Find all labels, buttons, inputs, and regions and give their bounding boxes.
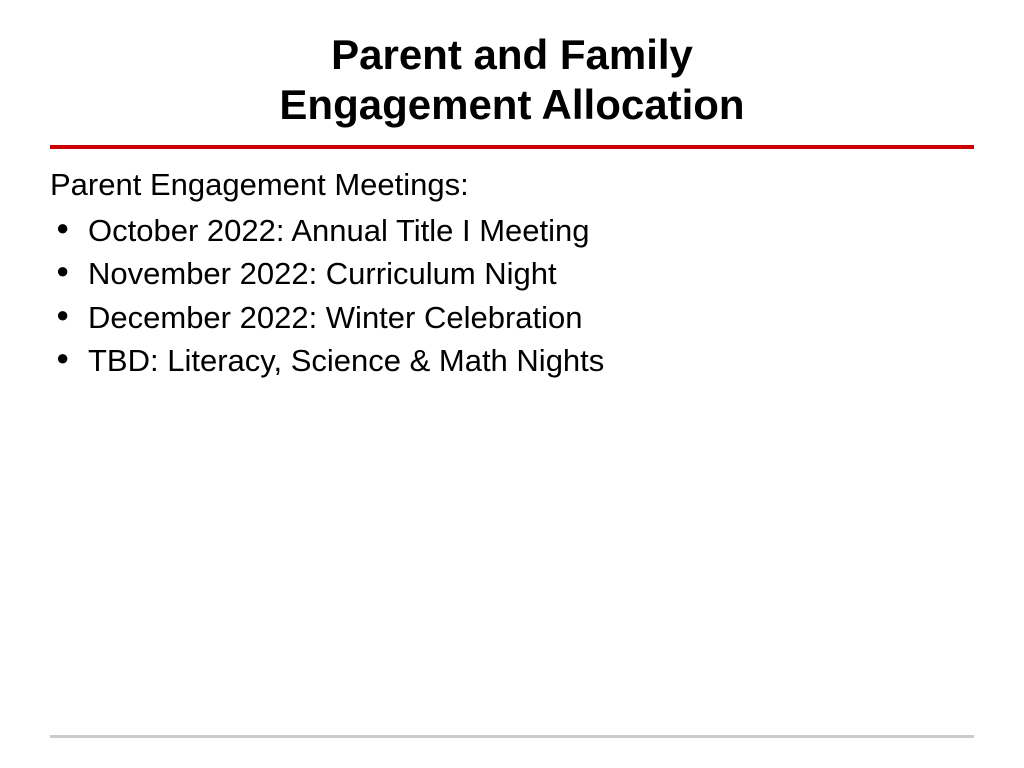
divider-gray (50, 735, 974, 738)
slide-title: Parent and Family Engagement Allocation (50, 30, 974, 145)
list-item: TBD: Literacy, Science & Math Nights (50, 339, 974, 382)
divider-red (50, 145, 974, 149)
list-item: October 2022: Annual Title I Meeting (50, 209, 974, 252)
title-line-1: Parent and Family (50, 30, 974, 80)
slide-container: Parent and Family Engagement Allocation … (0, 0, 1024, 768)
title-line-2: Engagement Allocation (50, 80, 974, 130)
section-heading: Parent Engagement Meetings: (50, 167, 974, 203)
list-item: November 2022: Curriculum Night (50, 252, 974, 295)
content-area: Parent Engagement Meetings: October 2022… (50, 167, 974, 735)
list-item: December 2022: Winter Celebration (50, 296, 974, 339)
bullet-list: October 2022: Annual Title I Meeting Nov… (50, 209, 974, 383)
